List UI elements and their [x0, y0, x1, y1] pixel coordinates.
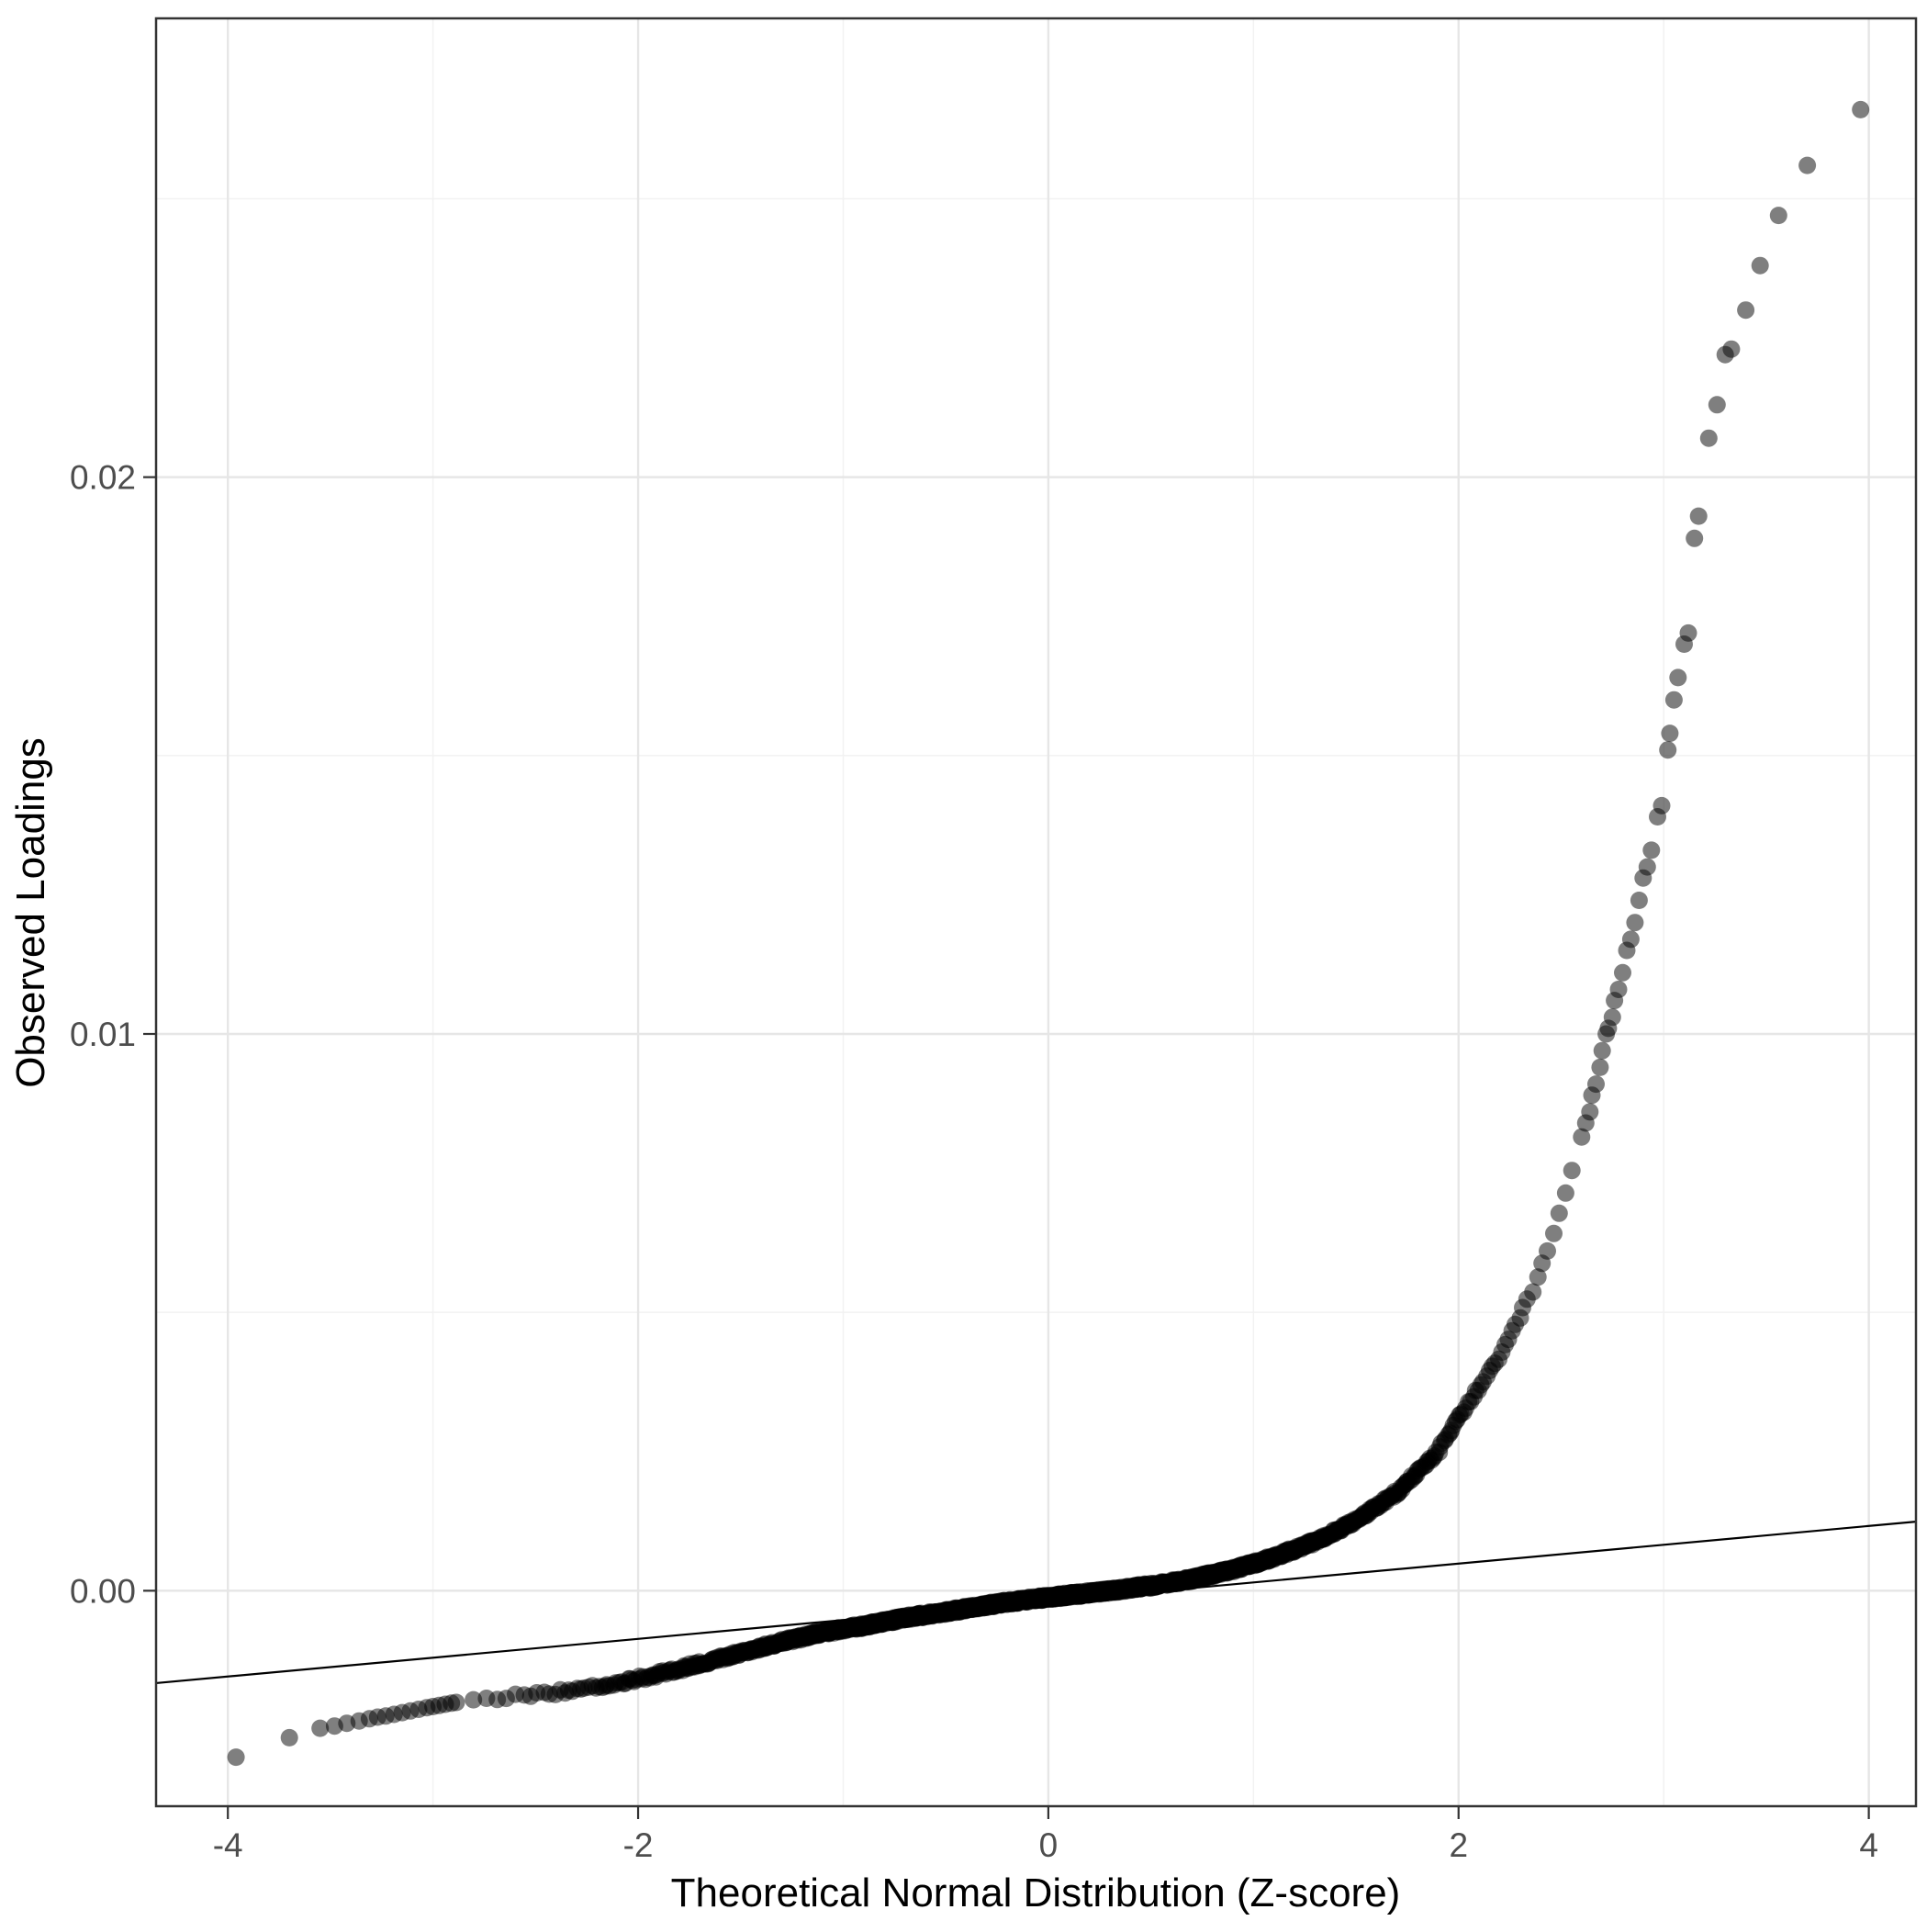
y-tick-label: 0.02	[70, 459, 136, 497]
axis-tick-marks	[143, 476, 1870, 1819]
y-tick-label: 0.00	[70, 1572, 136, 1610]
x-tick-label: -4	[213, 1826, 243, 1864]
data-points	[227, 100, 1870, 1767]
y-axis-title: Observed Loadings	[8, 737, 53, 1088]
y-tick-label: 0.01	[70, 1016, 136, 1053]
major-gridlines	[156, 18, 1916, 1806]
minor-gridlines	[156, 18, 1916, 1806]
panel-border	[154, 17, 1918, 1808]
x-tick-label: 0	[1039, 1826, 1059, 1864]
x-tick-labels: -4 -2 0 2 4	[213, 1826, 1878, 1864]
x-tick-label: 4	[1859, 1826, 1878, 1864]
y-tick-labels: 0.00 0.01 0.02	[70, 459, 136, 1611]
x-tick-label: -2	[623, 1826, 654, 1864]
panel-background	[156, 18, 1916, 1806]
x-tick-label: 2	[1449, 1826, 1468, 1864]
x-axis-title: Theoretical Normal Distribution (Z-score…	[671, 1870, 1401, 1915]
